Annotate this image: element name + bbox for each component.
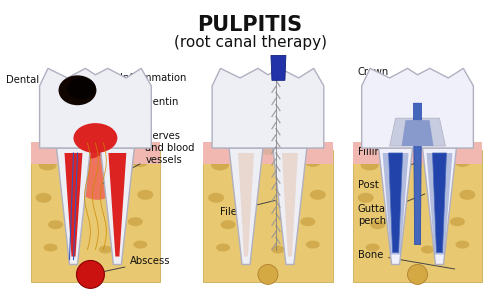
Polygon shape [352,150,482,282]
Ellipse shape [370,220,385,229]
Ellipse shape [74,123,118,153]
Polygon shape [238,153,254,257]
Ellipse shape [306,241,320,248]
Ellipse shape [134,241,147,248]
Polygon shape [378,148,412,265]
Circle shape [408,265,428,285]
Polygon shape [390,118,446,146]
Polygon shape [30,142,160,164]
Polygon shape [382,153,408,255]
Ellipse shape [99,245,112,254]
Text: Crown: Crown [358,67,427,86]
Polygon shape [203,150,333,282]
Ellipse shape [44,244,58,251]
Text: Bone: Bone [358,250,454,269]
Ellipse shape [128,217,143,226]
Polygon shape [388,153,402,252]
Ellipse shape [48,220,63,229]
Polygon shape [402,120,434,146]
Ellipse shape [456,241,469,248]
Polygon shape [273,148,307,265]
Polygon shape [271,55,286,80]
Ellipse shape [62,90,134,200]
Polygon shape [108,153,126,257]
Polygon shape [40,68,152,148]
Ellipse shape [249,107,287,145]
Ellipse shape [241,170,255,179]
Polygon shape [64,153,82,257]
Ellipse shape [360,159,378,170]
Polygon shape [352,142,482,164]
Text: File: File [220,200,275,217]
Ellipse shape [366,244,380,251]
Ellipse shape [68,170,82,179]
Ellipse shape [208,193,224,203]
Ellipse shape [244,105,296,155]
Polygon shape [368,76,466,148]
Text: Dentin: Dentin [138,97,178,108]
Polygon shape [46,76,144,148]
Polygon shape [100,148,134,265]
Text: Gutta
percha: Gutta percha [358,194,425,225]
Text: PULPITIS: PULPITIS [198,15,302,35]
Polygon shape [56,148,90,265]
Polygon shape [422,148,456,265]
Ellipse shape [282,165,294,175]
Ellipse shape [460,190,475,200]
Polygon shape [362,68,474,148]
Text: Post: Post [358,161,419,190]
Ellipse shape [390,170,404,179]
Polygon shape [203,142,333,164]
Ellipse shape [431,165,444,175]
Ellipse shape [454,157,470,167]
Polygon shape [30,150,160,282]
Ellipse shape [310,190,326,200]
Polygon shape [229,148,263,265]
Ellipse shape [300,217,316,226]
Text: Abscess: Abscess [93,257,171,274]
Ellipse shape [60,97,115,159]
Text: (root canal therapy): (root canal therapy) [174,35,326,49]
Polygon shape [282,153,298,257]
Polygon shape [414,103,422,245]
Ellipse shape [68,77,96,99]
Ellipse shape [58,75,96,105]
Ellipse shape [138,190,154,200]
Ellipse shape [216,244,230,251]
Ellipse shape [38,159,56,170]
Ellipse shape [220,220,236,229]
Polygon shape [212,68,324,148]
Ellipse shape [109,165,122,175]
Polygon shape [219,76,317,148]
Ellipse shape [272,245,284,254]
Ellipse shape [211,159,229,170]
Ellipse shape [132,157,148,167]
Circle shape [76,261,104,288]
Ellipse shape [421,245,434,254]
Ellipse shape [36,193,52,203]
Ellipse shape [358,193,374,203]
Polygon shape [432,153,446,252]
Text: Inflammation: Inflammation [105,73,186,141]
Ellipse shape [450,217,465,226]
Circle shape [258,265,278,285]
Polygon shape [426,153,452,255]
Ellipse shape [305,157,321,167]
Text: Nerves
and blood
vessels: Nerves and blood vessels [103,132,195,184]
Text: Filling: Filling [358,133,425,157]
Text: Dental caries: Dental caries [6,75,75,92]
